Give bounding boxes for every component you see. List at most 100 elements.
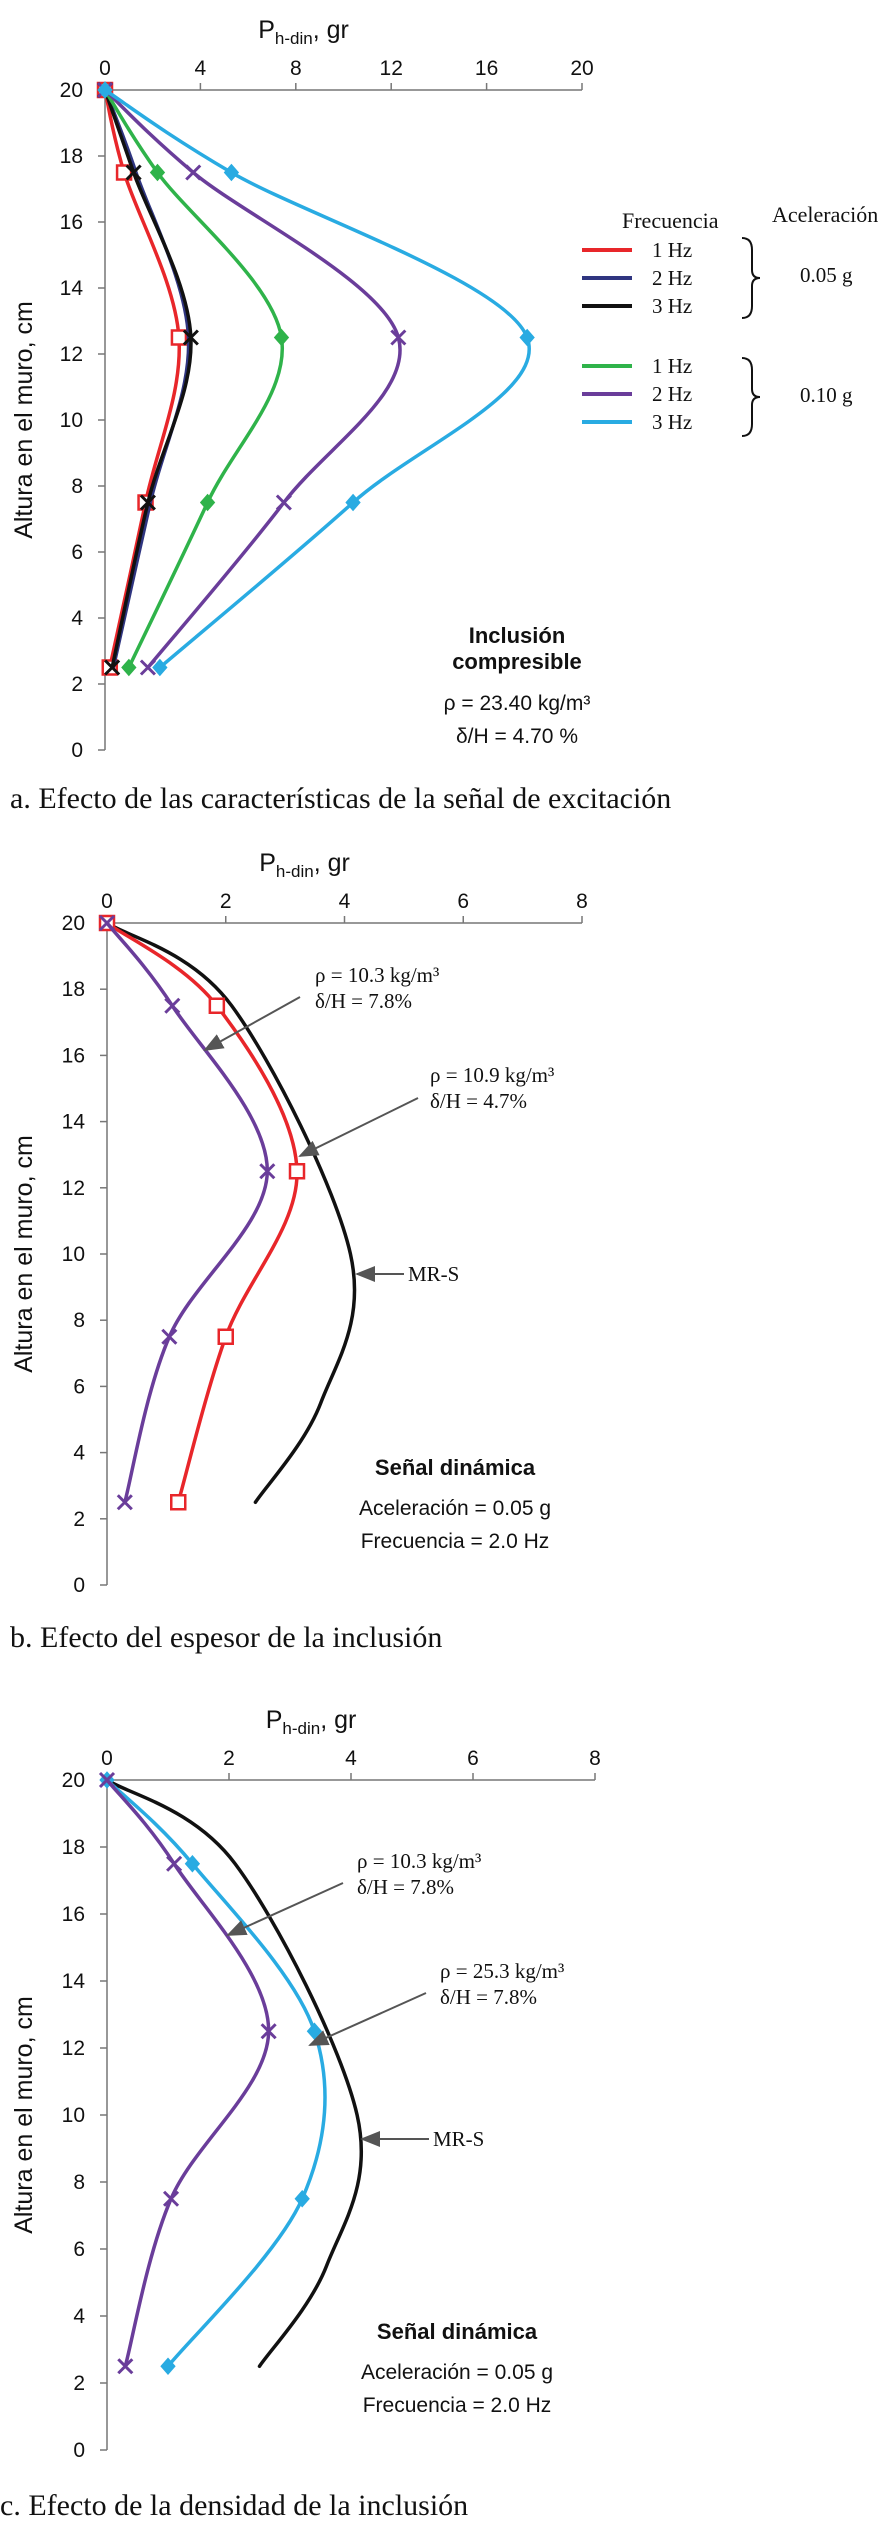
x-tick-label: 20 [570,57,593,80]
data-point [275,494,292,511]
x-axis-label-main: P [258,16,275,44]
y-axis-label: Altura en el muro, cm [10,301,38,539]
x-axis-label-sub: h-din [276,862,314,881]
annotation-callout: ρ = 10.3 kg/m³δ/H = 7.8% [226,1849,481,1936]
x-tick-label: 0 [101,1747,113,1770]
data-point [97,81,113,99]
annotation-text: ρ = 25.3 kg/m³ [440,1959,564,1983]
series-3 [96,81,199,676]
x-tick-label: 0 [101,890,113,913]
data-point [98,914,116,932]
data-point [208,997,226,1014]
legend: Frecuencia Aceleración 1 Hz 2 Hz 3 Hz 1 Hz 2 H… [582,202,878,437]
y-tick-label: 14 [62,1970,86,1993]
figure-caption: c. Efecto de la densidad de la inclusión [0,2489,468,2522]
y-tick-label: 6 [73,2238,85,2261]
x-tick-label: 2 [220,890,232,913]
legend-title-frequency: Frecuencia [622,208,719,233]
x-axis-label-sub: h-din [282,1719,320,1738]
data-point [152,658,168,677]
y-tick-label: 18 [60,145,83,168]
x-tick-label: 4 [195,57,207,80]
x-tick-label: 8 [290,57,302,80]
y-tick-label: 12 [62,1177,85,1200]
annotation-text: δ/H = 7.8% [357,1875,454,1899]
data-point [170,329,188,346]
series-6 [97,81,535,677]
annotation-arrow [308,1992,427,2046]
y-tick-label: 20 [62,1769,85,1792]
annotation-text: ρ = 23.40 kg/m³ [444,692,591,715]
data-point [185,164,202,181]
chart-panel-3: 0 2 4 6 8 0 2 4 6 8 10 12 14 16 18 20 Ph-din, gr Altura e… [0,1706,601,2522]
data-point [98,1771,116,1789]
data-point [116,1494,133,1511]
y-tick-label: 4 [71,607,83,630]
x-tick-label: 4 [345,1747,357,1770]
annotation-text: δ/H = 4.70 % [456,725,578,748]
y-tick-label: 16 [62,1044,85,1067]
y-tick-label: 10 [60,409,83,432]
x-tick-label: 12 [380,57,403,80]
data-point [160,2357,176,2376]
figure-caption: a. Efecto de las características de la s… [10,782,671,815]
annotation-text: δ/H = 7.8% [440,1985,537,2009]
data-point [121,658,137,677]
annotation-text: Frecuencia = 2.0 Hz [363,2394,552,2417]
annotation-text: δ/H = 7.8% [315,989,412,1013]
x-axis-label-main: P [259,849,276,877]
figure-caption: b. Efecto del espesor de la inclusión [10,1621,442,1654]
legend-title-acceleration: Aceleración [772,202,878,227]
data-point [345,493,361,512]
annotation-text: Aceleración = 0.05 g [359,1497,551,1520]
y-tick-label: 0 [71,739,83,762]
data-point [294,2189,310,2208]
x-axis-label: Ph-din, gr [259,849,350,881]
y-tick-label: 0 [73,1574,85,1597]
annotation-arrow [226,1882,344,1936]
legend-brace [741,357,761,437]
y-tick-label: 14 [60,277,84,300]
y-tick-label: 8 [71,475,83,498]
y-axis-label: Altura en el muro, cm [10,1996,38,2234]
data-point [519,328,535,347]
data-point [164,997,181,1014]
x-axis-label: Ph-din, gr [266,1706,357,1738]
x-axis-label-unit: , gr [314,849,350,877]
data-point [182,329,199,346]
annotation-arrow [203,996,301,1051]
data-point [149,163,166,182]
data-point [199,493,216,512]
data-point [139,659,156,676]
data-point [115,164,133,181]
annotation-arrow [298,1097,419,1157]
annotation-text: Aceleración = 0.05 g [361,2361,553,2384]
annotation-text: MR-S [408,1262,459,1286]
data-point [117,2358,134,2375]
legend-group-label: 0.10 g [800,383,853,407]
annotation-text: ρ = 10.3 kg/m³ [315,963,439,987]
legend-label: 1 Hz [652,354,692,378]
series-line [105,921,270,1504]
series-3 [98,1771,277,2375]
annotation-callout: ρ = 10.9 kg/m³δ/H = 4.7% [298,1063,554,1157]
annotation-callout: ρ = 25.3 kg/m³δ/H = 7.8% [308,1959,564,2046]
y-tick-label: 2 [73,1508,85,1531]
y-tick-label: 16 [60,211,83,234]
y-tick-label: 20 [62,912,85,935]
data-point [184,1854,201,1873]
series-line [103,88,402,670]
y-tick-label: 18 [62,1836,85,1859]
legend-label: 2 Hz [652,382,692,406]
data-point [162,2190,180,2207]
annotation-heading: compresible [452,649,582,674]
y-tick-label: 10 [62,1243,85,1266]
x-axis-label-unit: , gr [313,16,349,44]
annotation-heading: Señal dinámica [375,1455,536,1480]
y-tick-label: 2 [73,2372,85,2395]
annotation-text: ρ = 10.3 kg/m³ [357,1849,481,1873]
annotation-heading: Señal dinámica [377,2319,538,2344]
data-point [390,329,407,346]
legend-label: 3 Hz [652,294,692,318]
